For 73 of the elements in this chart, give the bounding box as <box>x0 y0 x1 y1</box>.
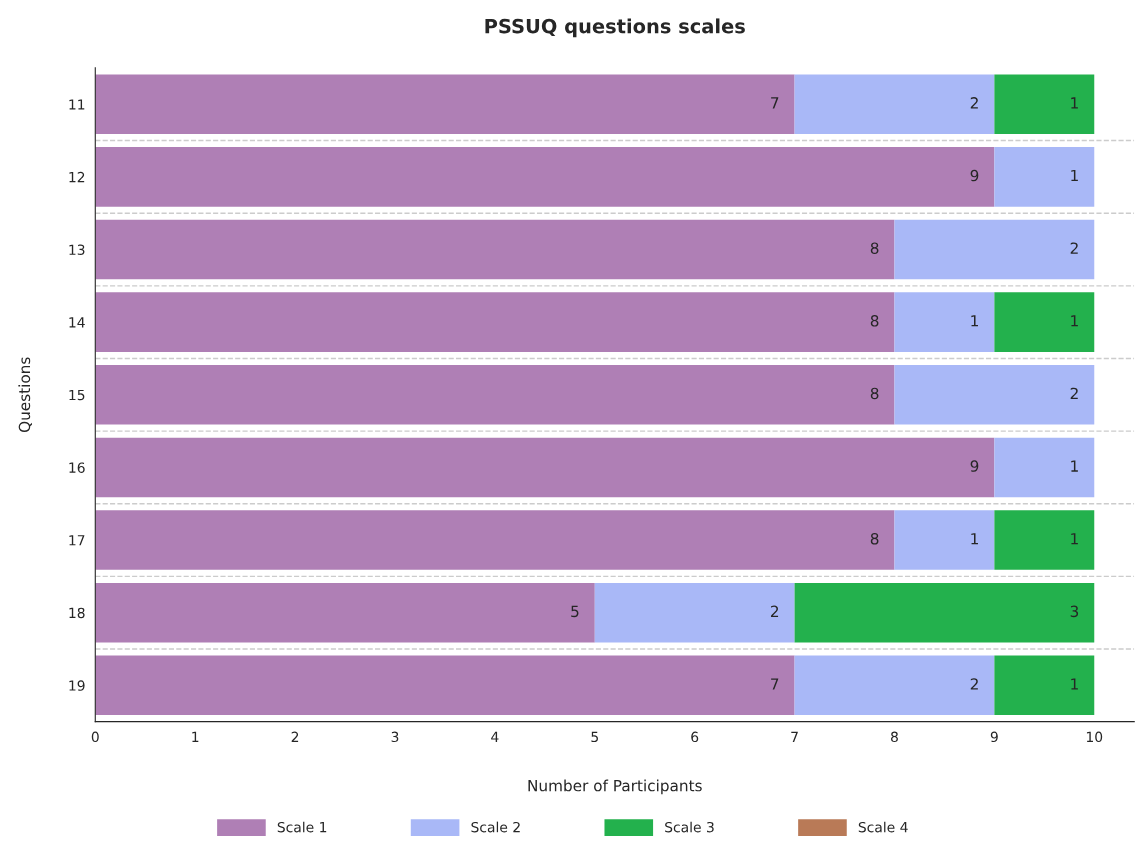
data-label: 1 <box>1071 460 1078 472</box>
bar <box>95 365 895 425</box>
bar <box>95 219 895 280</box>
data-label: 9 <box>970 169 979 182</box>
data-label: 1 <box>1071 97 1078 109</box>
x-tick-label: 6 <box>691 731 699 743</box>
x-tick-label: 10 <box>1086 731 1103 743</box>
bar <box>994 655 1095 716</box>
bar <box>894 292 995 352</box>
data-label: 2 <box>1070 387 1078 399</box>
y-tick-label: 17 <box>69 535 85 546</box>
x-tick-label: 1 <box>192 731 199 742</box>
x-tick-label: 7 <box>791 731 798 742</box>
x-tick-label: 8 <box>890 731 898 743</box>
data-label: 2 <box>970 678 978 690</box>
bar <box>994 437 1095 498</box>
bar <box>95 655 795 716</box>
bar <box>95 292 895 352</box>
data-label: 2 <box>970 97 978 109</box>
bar <box>794 582 1095 643</box>
legend-label: Scale 4 <box>858 821 908 833</box>
legend-label: Scale 1 <box>277 821 327 833</box>
bar <box>794 655 995 716</box>
bar <box>794 74 995 135</box>
data-label: 1 <box>1071 169 1078 182</box>
bar <box>95 147 995 207</box>
data-label: 8 <box>870 242 879 254</box>
bar <box>994 147 1095 207</box>
x-tick-label: 2 <box>291 731 299 742</box>
bar <box>994 292 1095 352</box>
x-tick-label: 9 <box>990 731 998 743</box>
data-label: 1 <box>971 533 978 545</box>
bar <box>95 582 595 643</box>
bar <box>894 510 995 570</box>
bar <box>95 510 895 570</box>
bar <box>894 219 1095 280</box>
data-label: 5 <box>571 605 579 618</box>
bar <box>994 510 1095 570</box>
data-label: 1 <box>1071 678 1078 690</box>
y-tick-label: 16 <box>69 462 85 473</box>
y-tick-label: 15 <box>69 389 85 401</box>
data-label: 3 <box>1070 605 1079 618</box>
x-tick-label: 5 <box>591 731 598 743</box>
data-label: 7 <box>771 97 779 109</box>
y-tick-label: 14 <box>69 317 85 328</box>
x-tick-label: 4 <box>491 731 499 742</box>
y-tick-label: 11 <box>69 99 85 110</box>
bar <box>994 74 1095 135</box>
bar <box>894 365 1095 425</box>
legend-label: Scale 2 <box>471 821 520 833</box>
data-label: 1 <box>971 315 978 327</box>
data-label: 7 <box>771 678 779 690</box>
y-tick-label: 18 <box>69 607 85 619</box>
bar <box>95 74 795 135</box>
x-tick-label: 0 <box>91 731 99 743</box>
data-label: 2 <box>770 605 779 617</box>
data-label: 1 <box>1071 315 1078 327</box>
data-label: 8 <box>870 315 879 327</box>
y-axis-title: Questions <box>18 357 32 433</box>
data-label: 1 <box>1071 533 1078 545</box>
data-label: 8 <box>870 387 879 400</box>
data-label: 8 <box>870 532 879 545</box>
legend-label: Scale 3 <box>665 821 714 833</box>
bar <box>594 582 795 643</box>
chart-title: PSSUQ questions scales <box>485 18 745 38</box>
y-tick-label: 13 <box>69 244 85 255</box>
y-tick-label: 19 <box>69 680 85 691</box>
y-tick-label: 12 <box>69 171 85 183</box>
data-label: 9 <box>970 460 979 472</box>
data-label: 2 <box>1070 242 1078 254</box>
x-axis-title: Number of Participants <box>528 779 702 795</box>
bar <box>95 437 995 498</box>
x-tick-label: 3 <box>391 731 399 743</box>
